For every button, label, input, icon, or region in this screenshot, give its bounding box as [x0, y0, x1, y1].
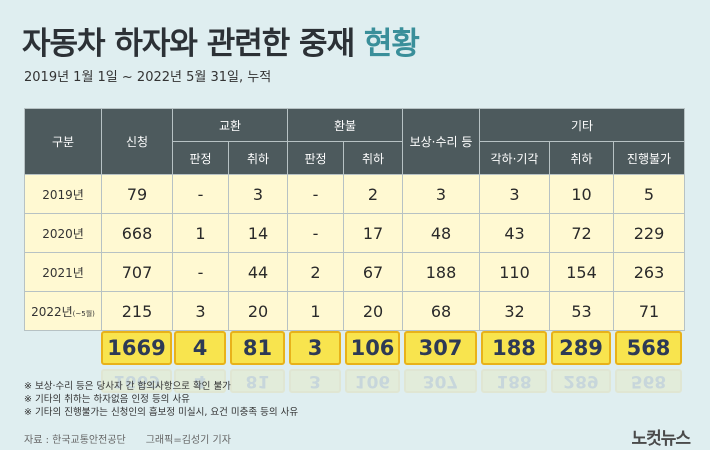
table-row: 2022년(~5월) 215 3 20 1 20 68 32 53 71	[24, 291, 686, 331]
cell-gyohwan-chwiha: 20	[228, 291, 288, 331]
table-row: 2020년 668 1 14 - 17 48 43 72 229	[24, 213, 686, 253]
subtitle: 2019년 1월 1일 ~ 2022년 5월 31일, 누적	[24, 70, 272, 85]
cell-gita-chwiha: 154	[549, 252, 614, 292]
cell-gita-chwiha: 72	[549, 213, 614, 253]
total-gita-chwiha: 289	[551, 331, 611, 365]
cell-gakha: 3	[479, 174, 550, 214]
header-gakha: 각하·기각	[479, 141, 550, 175]
cell-gyohwan-panjeong: -	[172, 252, 229, 292]
footnote: ※ 보상·수리 등은 당사자 간 합의사항으로 확인 불가	[24, 381, 231, 392]
title-main: 자동차 하자와 관련한 중재	[22, 26, 355, 62]
header-jinhaeng: 진행불가	[612, 141, 686, 175]
table-row: 2021년 707 - 44 2 67 188 110 154 263	[24, 252, 686, 292]
cell-hwanbul-chwiha: 2	[343, 174, 403, 214]
cell-hwanbul-chwiha: 67	[343, 252, 403, 292]
header-gyohwan-panjeong: 판정	[172, 141, 229, 175]
source-line: 자료 : 한국교통안전공단 그래픽=김성기 기자	[24, 431, 231, 446]
cell-sincheong: 707	[101, 252, 173, 292]
row-year: 2021년	[24, 252, 102, 292]
cell-bosang: 188	[402, 252, 480, 292]
row-year: 2022년(~5월)	[24, 291, 102, 331]
footnote: ※ 기타의 취하는 하자없음 인정 등의 사유	[24, 394, 190, 405]
cell-sincheong: 215	[101, 291, 173, 331]
header-hwanbul-panjeong: 판정	[287, 141, 344, 175]
cell-gita-chwiha: 10	[549, 174, 614, 214]
cell-hwanbul-panjeong: 2	[287, 252, 344, 292]
header-gubun: 구분	[24, 108, 102, 175]
cell-gakha: 43	[479, 213, 550, 253]
total-jinhaeng: 568	[615, 331, 682, 365]
graphic-credit: 그래픽=김성기 기자	[145, 435, 231, 446]
total-gakha: 188	[481, 331, 547, 365]
cell-hwanbul-panjeong: 1	[287, 291, 344, 331]
cell-bosang: 48	[402, 213, 480, 253]
title-highlight: 현황	[363, 26, 420, 62]
nocutnews-logo: 노컷뉴스	[631, 429, 691, 449]
footnote: ※ 기타의 진행불가는 신청인의 흠보정 미실시, 요건 미충족 등의 사유	[24, 407, 299, 418]
header-hwanbul: 환불	[287, 108, 403, 142]
cell-sincheong: 668	[101, 213, 173, 253]
page-title: 자동차 하자와 관련한 중재 현황	[22, 18, 420, 63]
cell-jinhaeng: 71	[612, 291, 686, 331]
cell-hwanbul-panjeong: -	[287, 213, 344, 253]
cell-gyohwan-panjeong: 3	[172, 291, 229, 331]
header-sincheong: 신청	[101, 108, 173, 175]
table-row: 2019년 79 - 3 - 2 3 3 10 5	[24, 174, 686, 214]
cell-gakha: 110	[479, 252, 550, 292]
header-hwanbul-chwiha: 취하	[343, 141, 403, 175]
header-gita-chwiha: 취하	[549, 141, 614, 175]
total-gyohwan-panjeong: 4	[174, 331, 226, 365]
cell-jinhaeng: 5	[612, 174, 686, 214]
source-text: 자료 : 한국교통안전공단	[24, 435, 126, 446]
cell-gyohwan-panjeong: -	[172, 174, 229, 214]
header-gyohwan-chwiha: 취하	[228, 141, 288, 175]
cell-gakha: 32	[479, 291, 550, 331]
cell-jinhaeng: 229	[612, 213, 686, 253]
row-year: 2020년	[24, 213, 102, 253]
arbitration-table: 구분 신청 교환 환불 보상·수리 등 기타 판정 취하 판정 취하 각하·기각…	[24, 108, 686, 331]
cell-hwanbul-panjeong: -	[287, 174, 344, 214]
cell-gyohwan-chwiha: 3	[228, 174, 288, 214]
cell-bosang: 68	[402, 291, 480, 331]
header-bosang: 보상·수리 등	[402, 108, 480, 175]
totals-row: 1669 4 81 3 106 307 188 289 568	[24, 331, 684, 365]
total-gyohwan-chwiha: 81	[230, 331, 285, 365]
header-gita: 기타	[478, 108, 686, 142]
row-year: 2019년	[24, 174, 102, 214]
cell-jinhaeng: 263	[612, 252, 686, 292]
footnotes: ※ 보상·수리 등은 당사자 간 합의사항으로 확인 불가 ※ 기타의 취하는 …	[24, 380, 298, 419]
cell-sincheong: 79	[101, 174, 173, 214]
total-hwanbul-chwiha: 106	[345, 331, 400, 365]
cell-hwanbul-chwiha: 17	[343, 213, 403, 253]
total-bosang: 307	[404, 331, 477, 365]
cell-gyohwan-chwiha: 14	[228, 213, 288, 253]
cell-gyohwan-panjeong: 1	[172, 213, 229, 253]
cell-gyohwan-chwiha: 44	[228, 252, 288, 292]
cell-bosang: 3	[402, 174, 480, 214]
cell-hwanbul-chwiha: 20	[343, 291, 403, 331]
total-hwanbul-panjeong: 3	[289, 331, 341, 365]
header-gyohwan: 교환	[172, 108, 288, 142]
total-sincheong: 1669	[101, 331, 172, 365]
cell-gita-chwiha: 53	[549, 291, 614, 331]
